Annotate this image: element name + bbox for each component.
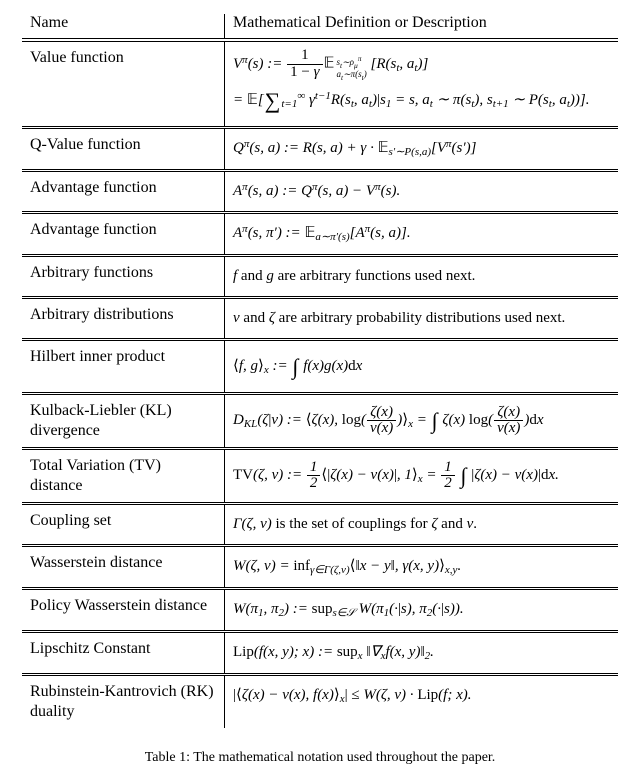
row-name: Arbitrary functions: [22, 255, 225, 297]
table-row: Arbitrary functionsf and g are arbitrary…: [22, 255, 618, 297]
row-math: |ζ(x) − ν(x), f(x)x| ≤ W(ζ, ν) · Lip(f; …: [225, 674, 619, 728]
row-name: Value function: [22, 40, 225, 128]
row-math: DKL(ζ|ν) := ζ(x), log(ζ(x)ν(x))x = ∫ ζ(x…: [225, 394, 619, 449]
table-row: Wasserstein distanceW(ζ, ν) = infγ∈Γ(ζ,ν…: [22, 546, 618, 589]
table-row: Policy Wasserstein distanceW(π1, π2) := …: [22, 589, 618, 632]
row-name: Policy Wasserstein distance: [22, 589, 225, 632]
row-name: Arbitrary distributions: [22, 297, 225, 339]
row-math: f, gx := ∫ f(x)g(x)dx: [225, 339, 619, 394]
definitions-table: Name Mathematical Definition or Descript…: [22, 14, 618, 728]
table-row: Q-Value functionQπ(s, a) := R(s, a) + γ …: [22, 128, 618, 171]
row-name: Rubinstein-Kantrovich (RK) duality: [22, 674, 225, 728]
table-row: Advantage functionAπ(s, π′) := 𝔼a∼π′(s)[…: [22, 212, 618, 255]
row-math: Aπ(s, a) := Qπ(s, a) − Vπ(s).: [225, 170, 619, 212]
row-math: TV(ζ, ν) := 12|ζ(x) − ν(x)|, 1x = 12 ∫ |…: [225, 449, 619, 504]
page-root: Name Mathematical Definition or Descript…: [0, 0, 640, 776]
row-math: Vπ(s) := 11 − γ𝔼st∼ρμπat∼π(st) [R(st, at…: [225, 40, 619, 128]
table-caption: Table 1: The mathematical notation used …: [22, 750, 618, 766]
table-row: Kulback-Liebler (KL) divergenceDKL(ζ|ν) …: [22, 394, 618, 449]
row-math: f and g are arbitrary functions used nex…: [225, 255, 619, 297]
table-header-row: Name Mathematical Definition or Descript…: [22, 14, 618, 40]
row-name: Q-Value function: [22, 128, 225, 171]
row-name: Total Variation (TV) distance: [22, 449, 225, 504]
row-math: Qπ(s, a) := R(s, a) + γ · 𝔼s′∼P(s,a)[Vπ(…: [225, 128, 619, 171]
row-math: ν and ζ are arbitrary probability distri…: [225, 297, 619, 339]
row-name: Advantage function: [22, 170, 225, 212]
table-body: Value functionVπ(s) := 11 − γ𝔼st∼ρμπat∼π…: [22, 40, 618, 728]
row-math: W(π1, π2) := sups∈𝒮 W(π1(·|s), π2(·|s)).: [225, 589, 619, 632]
row-name: Hilbert inner product: [22, 339, 225, 394]
row-name: Lipschitz Constant: [22, 631, 225, 674]
table-row: Value functionVπ(s) := 11 − γ𝔼st∼ρμπat∼π…: [22, 40, 618, 128]
header-name: Name: [22, 14, 225, 40]
table-row: Hilbert inner productf, gx := ∫ f(x)g(x)…: [22, 339, 618, 394]
row-name: Wasserstein distance: [22, 546, 225, 589]
row-math: Aπ(s, π′) := 𝔼a∼π′(s)[Aπ(s, a)].: [225, 212, 619, 255]
row-name: Kulback-Liebler (KL) divergence: [22, 394, 225, 449]
header-def: Mathematical Definition or Description: [225, 14, 619, 40]
table-row: Rubinstein-Kantrovich (RK) duality|ζ(x) …: [22, 674, 618, 728]
table-row: Arbitrary distributionsν and ζ are arbit…: [22, 297, 618, 339]
table-row: Coupling setΓ(ζ, ν) is the set of coupli…: [22, 504, 618, 546]
row-name: Advantage function: [22, 212, 225, 255]
table-row: Total Variation (TV) distanceTV(ζ, ν) :=…: [22, 449, 618, 504]
row-math: W(ζ, ν) = infγ∈Γ(ζ,ν)‖x − y‖, γ(x, y)x,y…: [225, 546, 619, 589]
row-name: Coupling set: [22, 504, 225, 546]
row-math: Lip(f(x, y); x) := supx ‖∇xf(x, y)‖2.: [225, 631, 619, 674]
table-row: Lipschitz ConstantLip(f(x, y); x) := sup…: [22, 631, 618, 674]
table-row: Advantage functionAπ(s, a) := Qπ(s, a) −…: [22, 170, 618, 212]
row-math: Γ(ζ, ν) is the set of couplings for ζ an…: [225, 504, 619, 546]
